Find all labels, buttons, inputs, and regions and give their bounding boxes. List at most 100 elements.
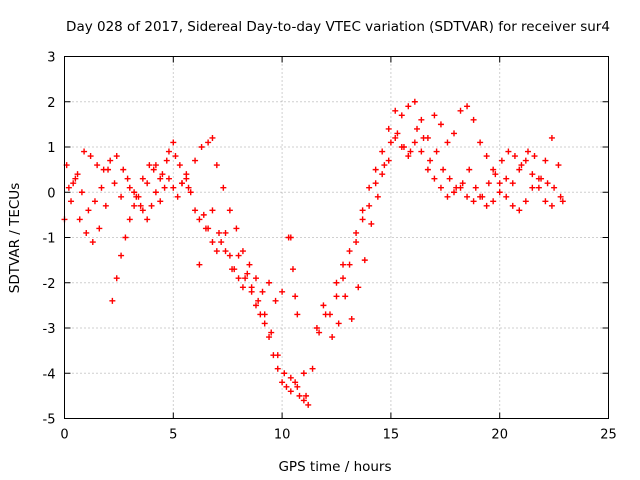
y-tick-label: 1 xyxy=(47,141,55,156)
x-tick-label: 25 xyxy=(600,428,617,443)
data-point xyxy=(305,401,312,408)
data-point xyxy=(279,288,286,295)
data-point xyxy=(111,180,118,187)
data-point xyxy=(176,162,183,169)
data-point xyxy=(283,383,290,390)
gridlines xyxy=(64,56,609,419)
data-point xyxy=(440,166,447,173)
data-point xyxy=(394,130,401,137)
data-point xyxy=(274,352,281,359)
data-point xyxy=(296,392,303,399)
data-point xyxy=(179,180,186,187)
data-point xyxy=(437,121,444,128)
data-point xyxy=(170,184,177,191)
data-point xyxy=(118,193,125,200)
data-point xyxy=(98,184,105,191)
data-point xyxy=(414,125,421,132)
data-point xyxy=(300,397,307,404)
data-point xyxy=(387,139,394,146)
data-point xyxy=(407,148,414,155)
data-point xyxy=(379,148,386,155)
data-point xyxy=(137,202,144,209)
data-point xyxy=(548,202,555,209)
data-point xyxy=(226,207,233,214)
data-point xyxy=(535,175,542,182)
data-point xyxy=(294,311,301,318)
data-point xyxy=(292,293,299,300)
data-point xyxy=(326,311,333,318)
data-point xyxy=(131,202,138,209)
series-arc-10 xyxy=(287,234,301,318)
data-point xyxy=(120,166,127,173)
data-point xyxy=(485,180,492,187)
data-point xyxy=(287,374,294,381)
data-point xyxy=(509,180,516,187)
data-point xyxy=(81,148,88,155)
data-point xyxy=(289,266,296,273)
data-point xyxy=(498,157,505,164)
data-point xyxy=(163,157,170,164)
data-point xyxy=(183,171,190,178)
data-point xyxy=(470,116,477,123)
data-point xyxy=(464,193,471,200)
data-point xyxy=(361,257,368,264)
data-point xyxy=(152,162,159,169)
data-point xyxy=(235,252,242,259)
data-point xyxy=(124,175,131,182)
data-point xyxy=(205,139,212,146)
data-point xyxy=(74,171,81,178)
data-point xyxy=(483,153,490,160)
data-point xyxy=(516,207,523,214)
data-point xyxy=(544,180,551,187)
data-point xyxy=(235,275,242,282)
data-point xyxy=(329,334,336,341)
data-point xyxy=(72,175,79,182)
data-point xyxy=(126,216,133,223)
data-point xyxy=(287,388,294,395)
data-point xyxy=(213,248,220,255)
data-point xyxy=(466,166,473,173)
data-point xyxy=(139,207,146,214)
data-point xyxy=(313,325,320,331)
data-point xyxy=(174,193,181,200)
data-point xyxy=(200,211,207,218)
data-point xyxy=(126,184,133,191)
data-point xyxy=(368,220,375,227)
data-point xyxy=(431,175,438,182)
data-point xyxy=(165,175,172,182)
y-tick-label: -3 xyxy=(43,322,56,337)
data-point xyxy=(418,116,425,123)
data-point xyxy=(359,216,366,223)
data-point xyxy=(261,311,268,318)
data-point xyxy=(496,189,503,196)
data-point xyxy=(503,193,510,200)
data-point xyxy=(218,239,225,246)
data-point xyxy=(144,216,151,223)
data-point xyxy=(444,193,451,200)
data-point xyxy=(516,166,523,173)
data-point xyxy=(496,180,503,187)
data-point xyxy=(248,284,255,291)
data-point xyxy=(431,112,438,119)
data-point xyxy=(427,157,434,164)
data-point xyxy=(292,379,299,386)
data-point xyxy=(148,202,155,209)
data-point xyxy=(294,383,301,390)
data-point xyxy=(490,166,497,173)
data-point xyxy=(109,297,116,304)
data-point xyxy=(411,139,418,146)
data-point xyxy=(470,198,477,205)
series-arc-5 xyxy=(196,207,307,390)
data-point xyxy=(266,279,273,286)
data-point xyxy=(451,130,458,137)
data-point xyxy=(287,234,294,241)
data-point xyxy=(522,157,529,164)
data-point xyxy=(372,166,379,173)
data-point xyxy=(333,279,340,286)
data-point xyxy=(196,261,203,268)
x-axis-label: GPS time / hours xyxy=(278,459,391,475)
data-point xyxy=(187,189,194,196)
data-point xyxy=(372,180,379,187)
data-point xyxy=(340,275,347,282)
series-arc-4 xyxy=(109,171,312,408)
